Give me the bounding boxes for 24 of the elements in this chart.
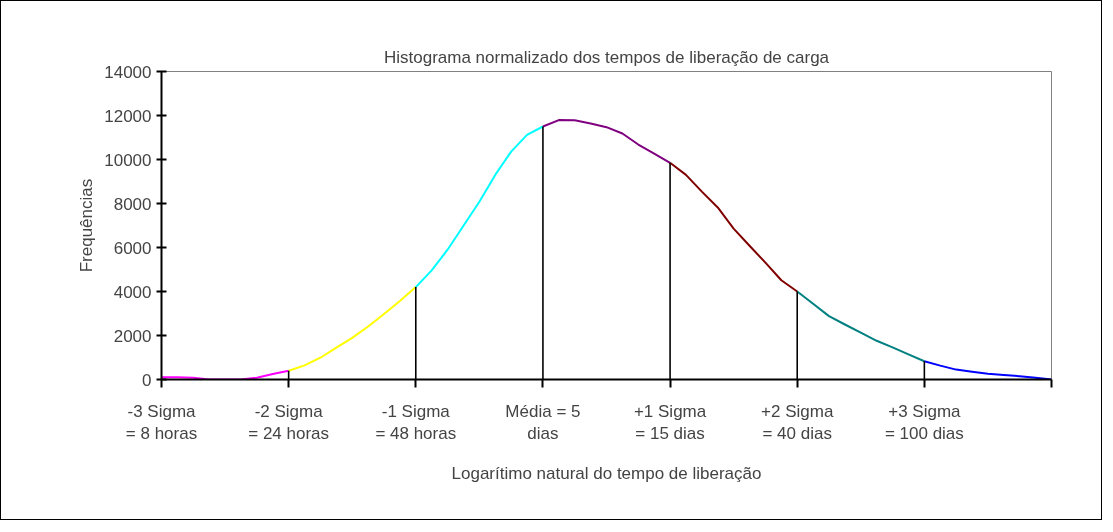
x-tick-label: Média = 5 dias xyxy=(505,401,581,444)
y-tick-label: 8000 xyxy=(113,194,152,214)
x-axis-title: Logarítimo natural do tempo de liberação xyxy=(451,464,762,484)
x-tick-label: +1 Sigma = 15 dias xyxy=(633,401,707,444)
chart-title: Histograma normalizado dos tempos de liberação de carga xyxy=(383,47,830,67)
y-tick-label: 10000 xyxy=(104,150,152,170)
x-tick-label: +2 Sigma = 40 dias xyxy=(761,401,834,444)
x-tick-label: -3 Sigma = 8 horas xyxy=(125,401,198,444)
x-tick-label: -1 Sigma = 48 horas xyxy=(375,401,457,444)
y-axis-title: Frequências xyxy=(77,178,97,273)
line-series xyxy=(796,290,926,363)
line-series xyxy=(414,125,544,289)
x-tick-label: -2 Sigma = 24 horas xyxy=(248,401,330,444)
x-tick-label: +3 Sigma = 100 dias xyxy=(884,401,964,444)
line-series xyxy=(287,286,417,372)
y-tick-label: 12000 xyxy=(104,106,152,126)
y-tick-label: 4000 xyxy=(113,282,152,302)
line-series xyxy=(923,360,1052,380)
y-tick-label: 2000 xyxy=(113,326,152,346)
y-tick-label: 6000 xyxy=(113,238,152,258)
y-tick-label: 14000 xyxy=(104,62,152,82)
line-series xyxy=(541,119,672,164)
y-tick-label: 0 xyxy=(142,370,152,390)
line-series xyxy=(669,161,799,293)
